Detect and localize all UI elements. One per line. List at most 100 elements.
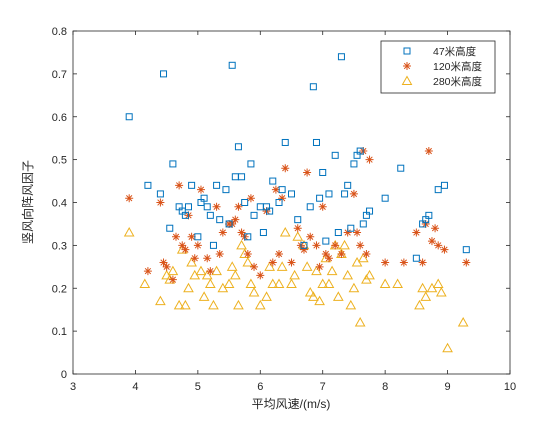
data-point-square xyxy=(312,138,320,146)
data-point-square xyxy=(325,190,333,198)
data-point-triangle xyxy=(292,231,304,241)
data-point-square xyxy=(125,113,133,121)
data-point-triangle xyxy=(311,265,322,276)
data-point-star xyxy=(231,215,240,224)
data-point-star xyxy=(362,249,371,258)
data-point-triangle xyxy=(435,287,447,297)
data-point-square xyxy=(341,190,349,198)
data-point-triangle xyxy=(307,291,319,301)
data-point-star xyxy=(303,168,312,177)
data-point-star xyxy=(278,194,287,203)
data-point-square xyxy=(238,173,246,181)
data-point-star xyxy=(168,275,177,284)
legend-label: 47米高度 xyxy=(433,45,477,58)
data-point-square xyxy=(209,241,217,249)
data-point-star xyxy=(365,155,374,164)
data-point-star xyxy=(356,241,365,250)
data-point-triangle xyxy=(248,287,260,297)
data-point-star xyxy=(237,228,246,237)
x-tick-label: 8 xyxy=(382,381,388,393)
data-point-triangle xyxy=(267,278,279,288)
data-point-triangle xyxy=(223,278,235,288)
data-point-square xyxy=(181,211,189,219)
data-point-square xyxy=(222,186,230,194)
data-point-triangle xyxy=(304,287,316,297)
data-point-star xyxy=(349,189,358,198)
data-point-triangle xyxy=(195,265,207,276)
data-point-triangle xyxy=(155,295,166,306)
data-point-star xyxy=(281,164,290,173)
data-point-triangle xyxy=(286,278,297,288)
data-point-square xyxy=(281,138,289,146)
data-point-star xyxy=(318,202,327,211)
data-point-star xyxy=(312,241,321,250)
data-point-square xyxy=(156,190,164,198)
data-point-triangle xyxy=(198,291,210,301)
data-point-square xyxy=(440,181,448,189)
y-tick-label: 0.4 xyxy=(52,198,67,210)
data-point-square xyxy=(300,241,308,249)
y-tick-label: 0.6 xyxy=(52,112,67,124)
data-point-star xyxy=(399,258,408,267)
data-point-triangle xyxy=(242,257,254,267)
data-point-star xyxy=(275,249,284,258)
data-point-square xyxy=(206,211,214,219)
data-point-square xyxy=(188,181,196,189)
data-point-triangle xyxy=(357,252,369,263)
x-axis-label: 平均风速/(m/s) xyxy=(252,397,331,411)
y-tick-label: 0.8 xyxy=(52,26,67,38)
data-point-star xyxy=(187,232,196,241)
data-point-star xyxy=(162,262,171,271)
data-point-triangle xyxy=(279,226,291,237)
data-point-star xyxy=(250,262,259,271)
data-point-star xyxy=(306,232,315,241)
data-point-square xyxy=(241,199,249,206)
data-point-star xyxy=(337,249,346,258)
data-point-triangle xyxy=(229,269,241,280)
data-point-star xyxy=(418,258,427,267)
legend-marker-triangle xyxy=(401,75,413,85)
data-point-square xyxy=(166,224,174,232)
data-point-triangle xyxy=(301,261,313,271)
data-point-triangle xyxy=(289,269,300,280)
data-point-triangle xyxy=(414,299,425,310)
y-tick-label: 0.1 xyxy=(52,326,67,338)
data-point-square xyxy=(397,164,405,172)
y-tick-label: 0 xyxy=(61,369,67,381)
data-point-triangle xyxy=(173,299,185,310)
data-point-star xyxy=(159,258,168,267)
data-point-square xyxy=(144,181,152,189)
data-point-square xyxy=(234,143,242,151)
data-point-star xyxy=(175,181,184,190)
data-point-star xyxy=(181,245,190,254)
data-point-star xyxy=(343,228,352,237)
data-point-star xyxy=(424,147,433,156)
data-point-square xyxy=(250,211,258,219)
data-point-star xyxy=(287,258,296,267)
data-point-triangle xyxy=(342,269,354,280)
data-point-triangle xyxy=(264,261,276,271)
data-point-star xyxy=(143,267,152,276)
y-tick-label: 0.3 xyxy=(52,240,67,252)
x-tick-label: 7 xyxy=(320,381,326,393)
data-point-square xyxy=(337,53,345,61)
data-point-triangle xyxy=(417,282,428,293)
legend-label: 280米高度 xyxy=(433,75,483,88)
y-tick-label: 0.7 xyxy=(52,69,67,81)
data-point-triangle xyxy=(226,261,238,271)
data-point-square xyxy=(244,233,252,241)
data-point-star xyxy=(190,254,199,263)
axis-ticks: 3 4 5 6 7 8 9 10 0 0.1 0.2 0.3 0.4 0.5 0.6 0.7 0.8 xyxy=(52,26,516,393)
y-tick-label: 0.2 xyxy=(52,283,67,295)
data-point-triangle xyxy=(457,317,469,327)
data-point-square xyxy=(275,199,283,206)
data-point-star xyxy=(293,224,302,233)
data-point-triangle xyxy=(204,278,216,288)
data-point-star xyxy=(412,228,421,237)
data-point-triangle xyxy=(254,299,266,310)
data-point-star xyxy=(256,271,265,280)
data-point-square xyxy=(203,203,211,211)
legend: 47米高度 120米高度 280米高度 xyxy=(380,40,496,94)
data-point-triangle xyxy=(180,299,191,310)
